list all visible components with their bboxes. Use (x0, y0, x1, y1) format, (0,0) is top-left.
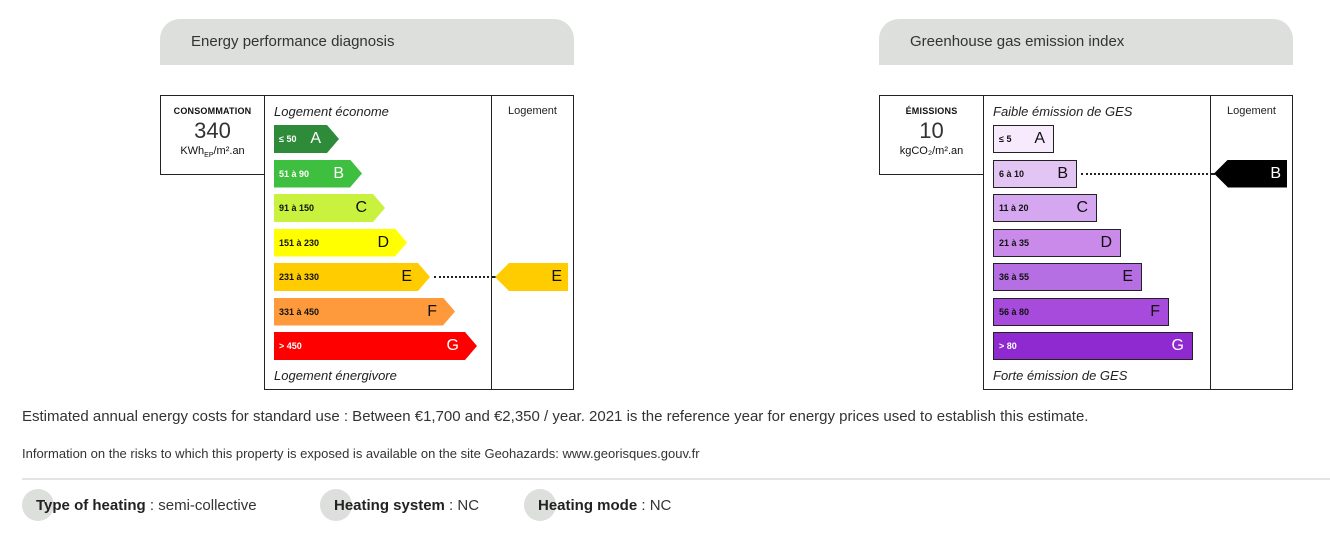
consumption-label: CONSOMMATION (173, 106, 252, 116)
consumption-unit: KWhEP/m².an (180, 145, 245, 160)
chip-dot-icon (320, 489, 352, 521)
energy-logement-label: Logement (508, 105, 557, 117)
class-letter: A (310, 130, 321, 147)
divider (22, 478, 1330, 480)
class-range: 91 à 150 (279, 203, 315, 213)
risk-information: Information on the risks to which this p… (22, 446, 700, 461)
dpe-class-c-bar: 91 à 150 C (274, 194, 385, 222)
heating-mode-value: NC (649, 496, 672, 514)
dpe-class-e-bar: 231 à 330 E (274, 263, 430, 291)
class-range: 36 à 55 (999, 272, 1030, 282)
emissions-unit: kgCO₂/m².an (899, 145, 964, 157)
class-letter: G (1171, 337, 1184, 354)
ges-current-class-connector-continued (1211, 172, 1215, 175)
chip-dot-icon (524, 489, 556, 521)
class-range: 231 à 330 (279, 272, 320, 282)
class-range: 331 à 450 (279, 306, 320, 317)
emissions-value: 10 (919, 118, 944, 143)
class-range: ≤ 50 (279, 134, 297, 144)
class-letter: D (1100, 233, 1112, 251)
ghg-logement-label: Logement (1227, 105, 1276, 117)
ges-class-d-bar: 21 à 35 D (993, 228, 1121, 257)
class-range: 151 à 230 (279, 237, 320, 248)
class-range: > 80 (999, 341, 1017, 351)
ghg-scale-bottom-label: Forte émission de GES (993, 368, 1128, 383)
consumption-box: CONSOMMATION 340 KWhEP/m².an (160, 95, 265, 175)
ghg-scale: Faible émission de GES Forte émission de… (983, 95, 1212, 390)
energy-performance-panel: Energy performance diagnosis CONSOMMATIO… (160, 19, 574, 391)
ges-class-g-bar: > 80 G (993, 332, 1193, 360)
dpe-current-class-connector-continued (492, 276, 496, 278)
class-letter: A (1034, 130, 1045, 147)
ges-current-class-indicator: B (1214, 159, 1287, 188)
chip-dot-icon (22, 489, 54, 521)
class-range: 6 à 10 (999, 168, 1025, 179)
ges-class-a-bar: ≤ 5 A (993, 125, 1054, 153)
dpe-class-f-bar: 331 à 450 F (274, 298, 455, 326)
ges-class-c-bar: 11 à 20 C (993, 194, 1097, 222)
ghg-emission-header: Greenhouse gas emission index (879, 19, 1293, 65)
emissions-box: ÉMISSIONS 10 kgCO₂/m².an (879, 95, 984, 175)
class-letter: D (377, 233, 389, 251)
class-letter: F (1150, 302, 1160, 320)
ghg-logement-column: Logement B (1210, 95, 1293, 390)
heating-type-chip: Type of heating : semi-collective (22, 489, 257, 521)
class-letter: B (1057, 164, 1068, 182)
emissions-label: ÉMISSIONS (905, 106, 958, 116)
class-range: ≤ 5 (999, 134, 1012, 144)
heating-type-value: semi-collective (158, 496, 257, 514)
class-range: 51 à 90 (279, 168, 310, 179)
energy-scale: Logement économe Logement énergivore ≤ 5… (264, 95, 493, 390)
heating-system-value: NC (457, 496, 480, 514)
dpe-current-class-indicator: E (495, 263, 568, 291)
energy-performance-header: Energy performance diagnosis (160, 19, 574, 65)
dpe-class-g-bar: > 450 G (274, 332, 477, 360)
ges-class-f-bar: 56 à 80 F (993, 297, 1169, 326)
class-letter: E (1122, 268, 1133, 285)
ghg-scale-top-label: Faible émission de GES (993, 104, 1133, 119)
consumption-value: 340 (194, 118, 231, 143)
class-range: 11 à 20 (999, 203, 1029, 213)
class-letter: E (401, 268, 412, 285)
dpe-class-a-bar: ≤ 50 A (274, 125, 339, 153)
heating-system-chip: Heating system : NC (320, 489, 479, 521)
heating-type-key: Type of heating (36, 496, 146, 514)
heating-mode-chip: Heating mode : NC (524, 489, 671, 521)
heating-system-key: Heating system (334, 496, 445, 514)
energy-logement-column: Logement E (491, 95, 574, 390)
class-range: 56 à 80 (999, 306, 1030, 317)
class-range: 21 à 35 (999, 237, 1030, 248)
dpe-class-b-bar: 51 à 90 B (274, 160, 362, 188)
class-letter: C (355, 199, 367, 216)
energy-cost-estimate: Estimated annual energy costs for standa… (22, 408, 1089, 425)
dpe-current-class-connector (434, 276, 493, 278)
class-letter: B (333, 164, 344, 182)
class-letter: G (446, 337, 459, 354)
ges-class-e-bar: 36 à 55 E (993, 263, 1142, 291)
class-letter: C (1076, 199, 1088, 216)
energy-scale-top-label: Logement économe (274, 104, 389, 119)
ges-current-class-connector (1081, 172, 1212, 175)
class-letter: F (427, 302, 437, 320)
ges-class-b-bar: 6 à 10 B (993, 159, 1077, 188)
class-range: > 450 (279, 341, 302, 351)
ghg-emission-panel: Greenhouse gas emission index ÉMISSIONS … (879, 19, 1293, 391)
dpe-class-d-bar: 151 à 230 D (274, 229, 407, 257)
heating-mode-key: Heating mode (538, 496, 638, 514)
energy-scale-bottom-label: Logement énergivore (274, 368, 397, 383)
